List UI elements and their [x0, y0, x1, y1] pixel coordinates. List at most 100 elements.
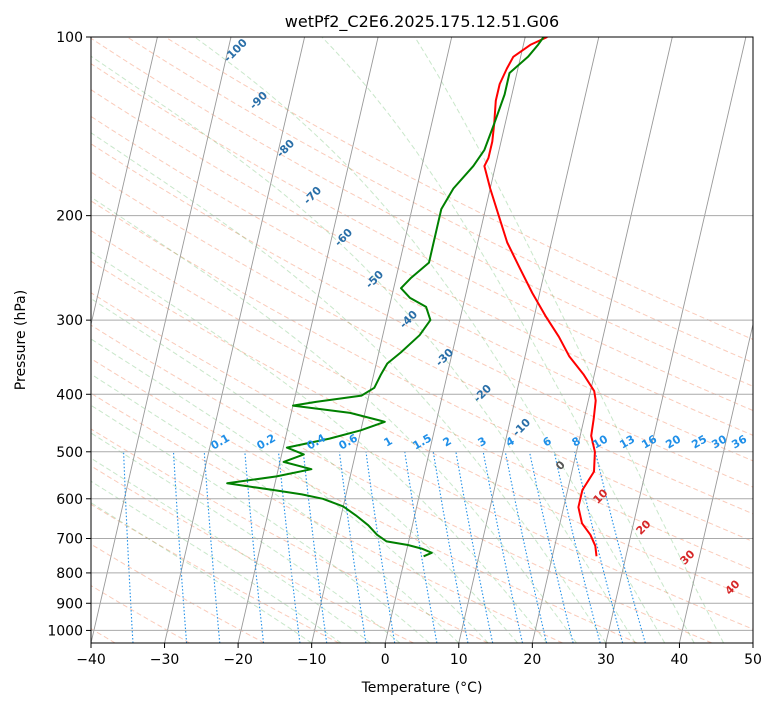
mixing-ratio-label: 0.1	[209, 431, 232, 452]
moist-adiabat	[194, 37, 666, 643]
mixing-ratio-line	[123, 451, 134, 643]
mixing-ratio-line	[277, 451, 301, 643]
mixing-ratio-line	[203, 451, 221, 643]
dry-adiabat	[91, 230, 753, 571]
moist-adiabat	[91, 502, 312, 643]
isotherm	[91, 37, 158, 327]
mixing-ratio-line	[365, 451, 396, 643]
mixing-ratio-label: 1	[382, 434, 395, 449]
dry-adiabat	[126, 37, 753, 364]
x-tick-label: 40	[671, 652, 689, 668]
dry-adiabat	[91, 171, 753, 515]
x-tick-label: 0	[381, 652, 390, 668]
dry-adiabat-label: -10	[510, 416, 533, 439]
x-tick-label: 20	[523, 652, 541, 668]
dry-adiabat-label: -40	[397, 308, 420, 331]
dry-adiabat-label: -70	[301, 184, 324, 207]
dry-adiabat	[91, 63, 753, 412]
isotherm	[531, 37, 673, 643]
y-tick-label: 900	[56, 596, 83, 612]
x-axis-label: Temperature (°C)	[361, 680, 483, 696]
y-tick-label: 500	[56, 445, 83, 461]
mixing-ratio-label: 0.4	[305, 431, 329, 452]
background-lines	[0, 37, 753, 643]
moist-adiabat	[91, 297, 518, 643]
dry-adiabat	[91, 392, 563, 643]
moist-adiabat-label: 40	[723, 577, 743, 597]
y-tick-label: 400	[56, 387, 83, 403]
mixing-ratio-line	[172, 451, 188, 643]
isotherm	[237, 37, 379, 643]
y-axis: 100 200 300 400 500 600 700 800 900 1000	[47, 30, 91, 639]
mixing-ratio-label: 8	[570, 434, 583, 449]
moist-adiabat	[91, 338, 489, 643]
dry-adiabat	[91, 115, 753, 462]
dry-adiabat	[91, 585, 190, 643]
mixing-ratio-line	[553, 451, 601, 643]
plot-frame	[90, 36, 754, 644]
mixing-ratio-label: 6	[541, 434, 554, 449]
isotherm	[311, 37, 453, 643]
x-tick-label: 30	[597, 652, 615, 668]
mixing-ratio-line	[432, 451, 469, 643]
mixing-ratio-label: 2	[441, 434, 454, 449]
dry-adiabat	[91, 37, 753, 387]
moist-adiabat	[91, 432, 401, 643]
x-tick-label: −30	[150, 652, 180, 668]
dry-adiabat	[91, 465, 414, 643]
y-tick-label: 200	[56, 209, 83, 225]
chart-title: wetPf2_C2E6.2025.175.12.51.G06	[285, 12, 559, 32]
isotherm	[605, 37, 747, 643]
moist-adiabat	[414, 37, 725, 643]
dry-adiabat	[91, 260, 753, 600]
mixing-ratio-label: 36	[729, 432, 749, 451]
isotherm	[678, 322, 753, 643]
mixing-ratio-line	[455, 451, 494, 643]
line-labels: 0.1 0.2 0.4 0.6 1 1.5 2 3 4 6 8 10 13 16 20 25 30 36-100-…	[209, 36, 750, 598]
mixing-ratio-line	[482, 451, 524, 643]
mixing-ratio-label: 16	[639, 432, 659, 451]
moist-adiabat	[91, 480, 342, 643]
moist-adiabat	[91, 55, 636, 643]
x-tick-label: 10	[450, 652, 468, 668]
moist-adiabat	[321, 37, 695, 643]
mixing-ratio-line	[528, 451, 574, 643]
moist-adiabat	[91, 132, 607, 643]
sounding-lines	[226, 37, 598, 558]
isotherm	[752, 641, 753, 643]
y-tick-label: 700	[56, 532, 83, 548]
mixing-ratio-label: 20	[663, 432, 683, 451]
isotherm	[0, 37, 10, 643]
dry-adiabat	[91, 428, 489, 643]
dewpoint-profile	[226, 37, 545, 558]
moist-adiabat	[91, 251, 548, 643]
mixing-ratio-label: 3	[476, 434, 489, 449]
x-tick-label: 50	[744, 652, 762, 668]
mixing-ratio-label: 30	[709, 432, 729, 451]
mixing-ratio-line	[594, 451, 646, 643]
mixing-ratio-line	[338, 451, 367, 643]
moist-adiabat-label: 30	[678, 547, 698, 567]
y-tick-label: 800	[56, 566, 83, 582]
moist-adiabat	[91, 404, 430, 643]
x-tick-label: −40	[76, 652, 106, 668]
dry-adiabat	[91, 200, 753, 543]
y-tick-label: 1000	[47, 623, 83, 639]
dry-adiabat-label: -100	[221, 36, 250, 65]
mixing-ratio-line	[504, 451, 548, 643]
mixing-ratio-label: 0.2	[255, 431, 278, 452]
y-axis-label: Pressure (hPa)	[13, 290, 29, 390]
y-tick-label: 600	[56, 492, 83, 508]
dry-adiabat	[164, 37, 753, 340]
mixing-ratio-label: 1.5	[411, 431, 434, 452]
dry-adiabat	[91, 143, 753, 488]
moist-adiabat	[91, 196, 577, 643]
moist-adiabat	[91, 373, 460, 643]
dry-adiabat-label: -20	[471, 382, 494, 405]
temperature-profile	[483, 37, 598, 557]
mixing-ratio-label: 25	[689, 433, 709, 452]
mixing-ratio-line	[574, 451, 624, 643]
x-tick-label: −10	[297, 652, 327, 668]
mixing-ratio-line	[302, 451, 328, 643]
